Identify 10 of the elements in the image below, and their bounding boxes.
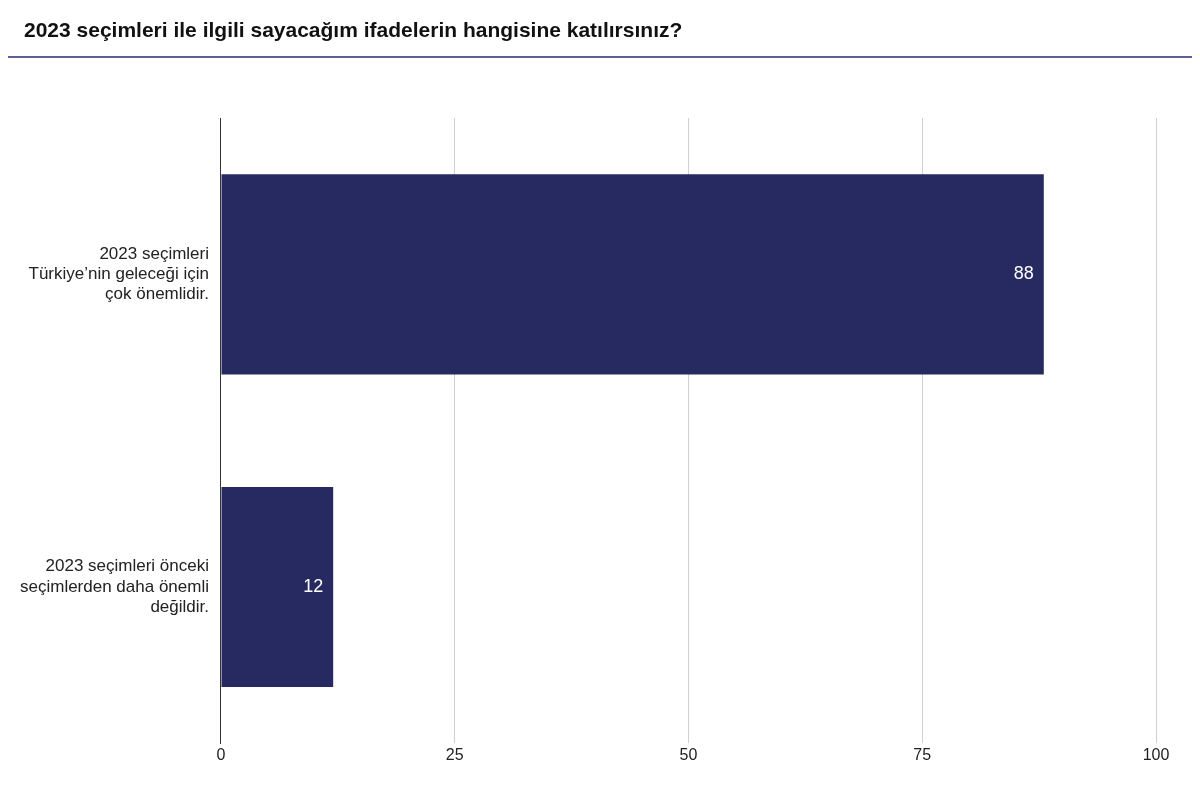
data-label: 88: [1013, 263, 1034, 284]
data-label: 12: [303, 576, 324, 597]
x-tick-label: 25: [445, 746, 464, 764]
y-tick-label: 2023 seçimleri Türkiye’nin geleceği için çok önemlidir.: [28, 243, 209, 304]
x-tick-label: 100: [1142, 746, 1170, 764]
x-tick-label: 50: [679, 746, 698, 764]
x-tick-label: 0: [216, 746, 226, 764]
y-tick-label: 2023 seçimleri önceki seçimlerden daha önemli değildir.: [19, 556, 209, 617]
chart-title: 2023 seçimleri ile ilgili sayacağım ifadelerin hangisine katılırsınız?: [23, 17, 684, 43]
x-tick-label: 75: [913, 746, 932, 764]
